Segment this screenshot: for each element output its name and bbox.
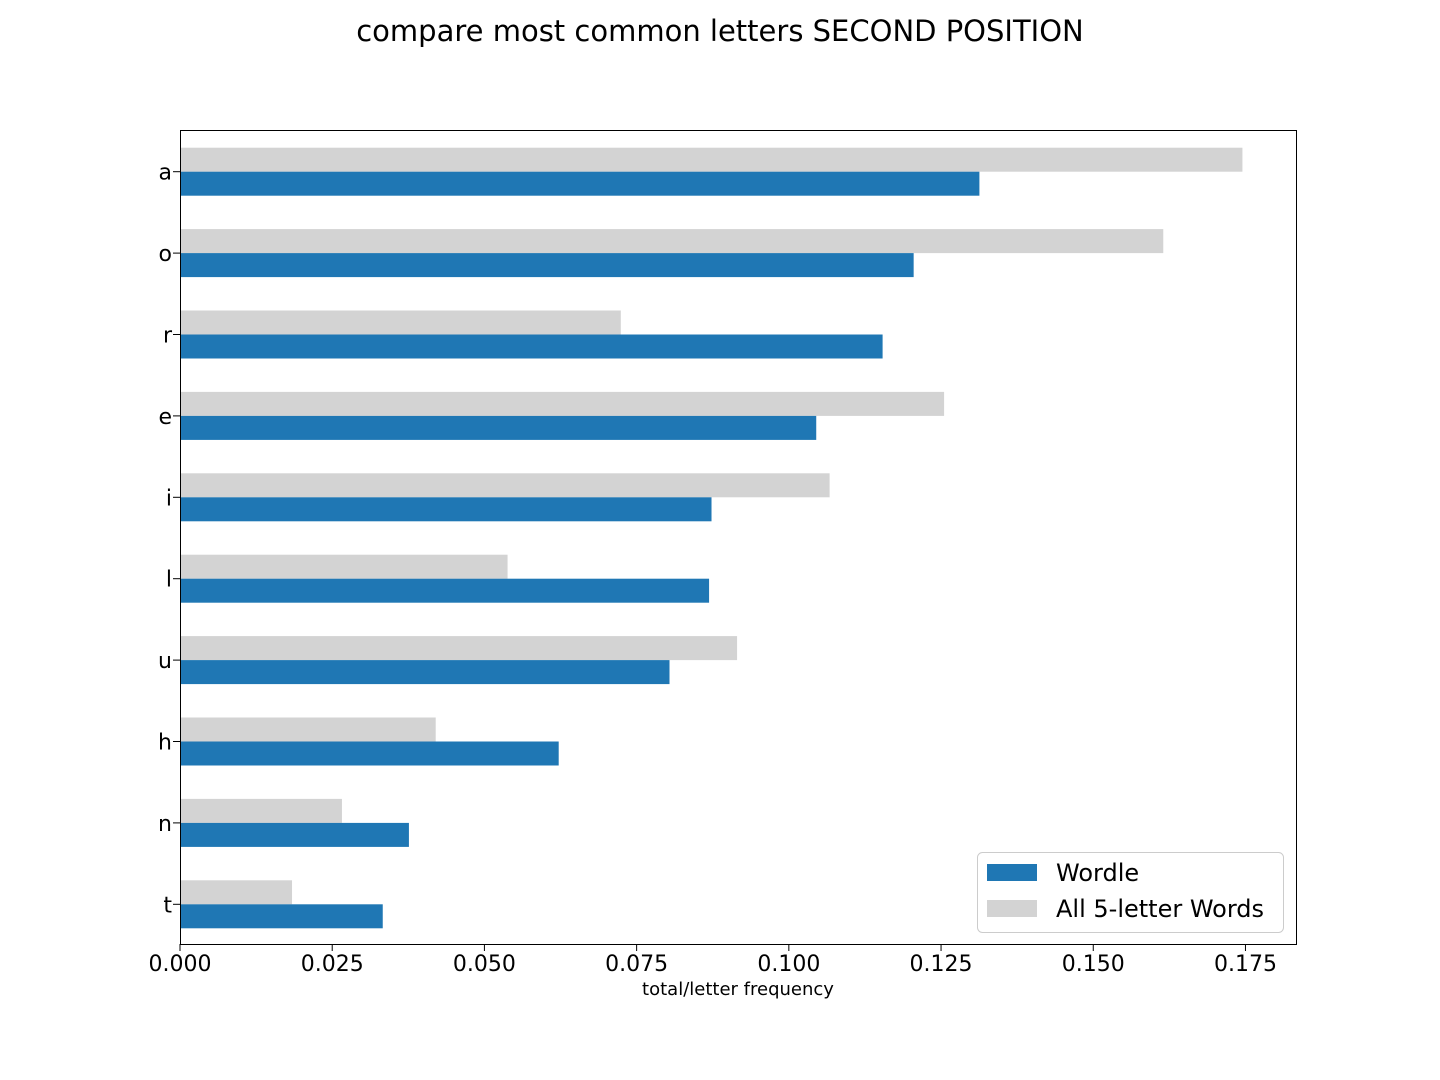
x-tick-label: 0.025	[301, 952, 364, 977]
bar-wordle-o	[180, 253, 914, 278]
bar-wordle-a	[180, 171, 980, 196]
bar-wordle-e	[180, 415, 817, 440]
x-tick-label: 0.000	[149, 952, 212, 977]
bar-all-words-t	[180, 880, 293, 905]
legend-label-all-words: All 5-letter Words	[1056, 895, 1264, 923]
y-tick-label: u	[158, 649, 172, 674]
bar-wordle-i	[180, 497, 712, 522]
y-tick-label: l	[166, 568, 172, 593]
bar-all-words-n	[180, 798, 342, 823]
chart-title: compare most common letters SECOND POSIT…	[356, 14, 1084, 48]
y-tick-label: t	[163, 893, 172, 918]
bar-all-words-o	[180, 229, 1164, 254]
bars-layer	[180, 147, 1243, 929]
y-tick-label: n	[158, 812, 172, 837]
bar-wordle-n	[180, 822, 409, 847]
bar-all-words-l	[180, 554, 508, 579]
x-axis: 0.000 0.025 0.050 0.075 0.100 0.125 0.150 0.175	[149, 944, 1277, 977]
y-axis: a o r e i l u h n t	[158, 161, 180, 918]
bar-all-words-r	[180, 310, 621, 335]
bar-all-words-e	[180, 391, 945, 416]
x-tick-label: 0.050	[453, 952, 516, 977]
bar-wordle-t	[180, 904, 383, 929]
bar-all-words-u	[180, 636, 738, 661]
y-tick-label: o	[159, 242, 172, 267]
x-tick-label: 0.075	[605, 952, 668, 977]
y-tick-label: e	[158, 405, 172, 430]
bar-all-words-h	[180, 717, 436, 742]
bar-wordle-l	[180, 578, 710, 603]
bar-all-words-i	[180, 473, 830, 498]
y-tick-label: r	[163, 324, 173, 349]
y-tick-label: h	[158, 731, 172, 756]
bar-wordle-r	[180, 334, 883, 359]
legend-swatch-wordle	[987, 864, 1037, 881]
x-tick-label: 0.100	[757, 952, 820, 977]
x-tick-label: 0.175	[1214, 952, 1277, 977]
legend-swatch-all-words	[987, 900, 1037, 917]
y-tick-label: i	[166, 486, 172, 511]
legend-frame	[977, 852, 1284, 933]
x-tick-label: 0.125	[910, 952, 973, 977]
legend: Wordle All 5-letter Words	[977, 852, 1284, 933]
legend-label-wordle: Wordle	[1056, 859, 1139, 887]
bar-wordle-u	[180, 660, 670, 685]
bar-all-words-a	[180, 147, 1243, 172]
plot-frame	[180, 130, 1297, 945]
x-axis-label: total/letter frequency	[642, 979, 834, 1000]
x-tick-label: 0.150	[1062, 952, 1125, 977]
y-tick-label: a	[159, 161, 172, 186]
bar-wordle-h	[180, 741, 559, 766]
